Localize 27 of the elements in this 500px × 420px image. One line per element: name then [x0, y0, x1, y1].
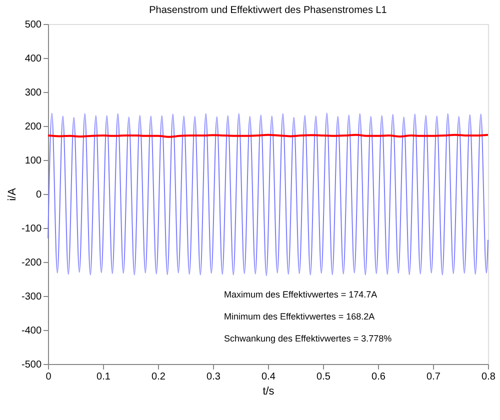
y-tick-label: 500: [24, 20, 42, 30]
y-tick-label: -300: [21, 292, 42, 302]
y-axis-title: i/A: [6, 187, 18, 201]
y-tick-label: -500: [21, 360, 42, 370]
x-tick-label: 0: [46, 372, 52, 382]
y-tick-label: 0: [36, 190, 42, 200]
annotation: Minimum des Effektivwertes = 168.2A: [224, 311, 375, 322]
y-tick-label: 200: [24, 122, 42, 132]
x-tick-label: 0.3: [206, 372, 221, 382]
x-tick-label: 0.8: [482, 372, 496, 382]
x-tick-label: 0.4: [262, 372, 276, 382]
chart-title: Phasenstrom und Effektivwert des Phasenstromes L1: [149, 5, 388, 16]
x-tick-label: 0.6: [372, 372, 386, 382]
y-tick-label: 400: [24, 54, 42, 64]
x-tick-label: 0.1: [96, 372, 111, 382]
y-tick-label: 300: [24, 88, 42, 98]
y-tick-label: -200: [21, 258, 42, 268]
y-tick-label: -100: [21, 224, 42, 234]
x-tick-label: 0.5: [316, 372, 331, 382]
line-series: [48, 112, 488, 276]
y-tick-label: 100: [24, 156, 42, 166]
y-tick-label: -400: [21, 326, 42, 336]
x-axis-title: t/s: [262, 386, 275, 398]
x-tick-label: 0.7: [426, 372, 441, 382]
annotation: Maximum des Effektivwertes = 174.7A: [224, 289, 378, 300]
x-tick-label: 0.2: [152, 372, 166, 382]
annotation: Schwankung des Effektivwertes = 3.778%: [224, 334, 392, 344]
